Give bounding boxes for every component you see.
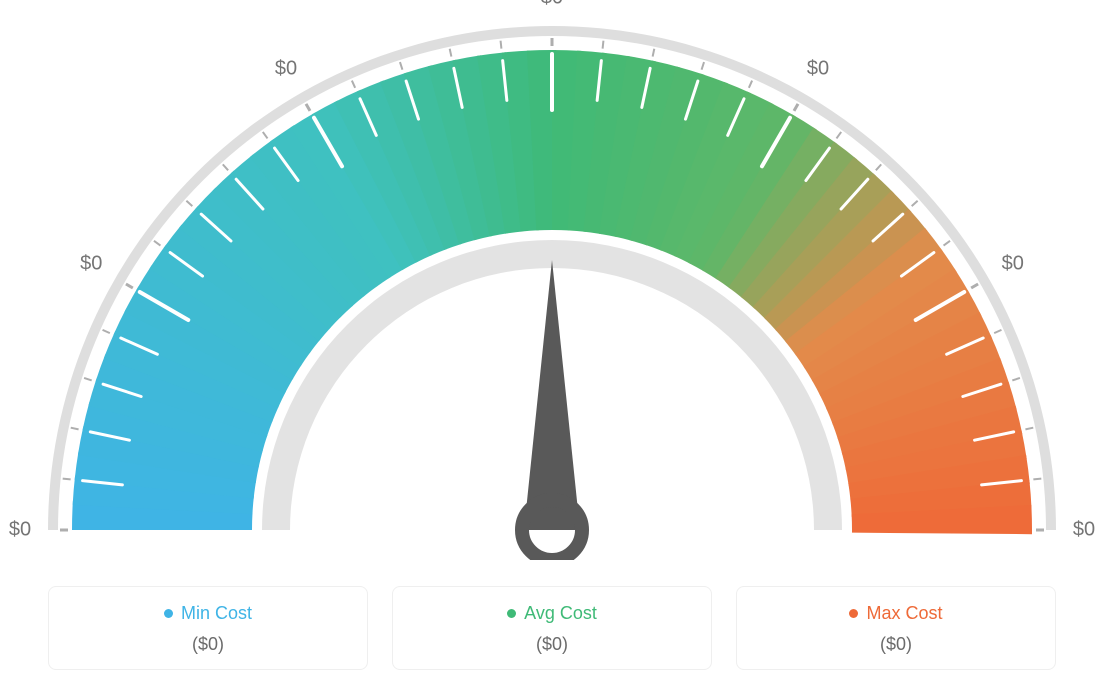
legend-dot-icon: [164, 609, 173, 618]
legend-label: Avg Cost: [524, 603, 597, 624]
gauge-tick-label: $0: [1073, 519, 1095, 542]
legend-dot-icon: [849, 609, 858, 618]
legend-title: Avg Cost: [507, 603, 597, 624]
gauge-needle: [524, 260, 580, 530]
gauge-tick-label: $0: [80, 253, 102, 276]
legend-value: ($0): [737, 634, 1055, 655]
legend-label: Max Cost: [866, 603, 942, 624]
legend-value: ($0): [393, 634, 711, 655]
gauge-container: $0 $0 $0 $0 $0 $0 $0: [12, 0, 1092, 560]
legend-row: Min Cost ($0) Avg Cost ($0) Max Cost ($0): [48, 586, 1056, 670]
legend-card: Avg Cost ($0): [392, 586, 712, 670]
gauge-tick-label: $0: [807, 58, 829, 81]
legend-label: Min Cost: [181, 603, 252, 624]
gauge-tick-label: $0: [275, 58, 297, 81]
legend-title: Min Cost: [164, 603, 252, 624]
legend-title: Max Cost: [849, 603, 942, 624]
legend-card: Min Cost ($0): [48, 586, 368, 670]
legend-dot-icon: [507, 609, 516, 618]
legend-card: Max Cost ($0): [736, 586, 1056, 670]
legend-value: ($0): [49, 634, 367, 655]
gauge-chart: [12, 0, 1092, 560]
gauge-tick-label: $0: [541, 0, 563, 10]
gauge-tick-label: $0: [1002, 253, 1024, 276]
gauge-tick-label: $0: [9, 519, 31, 542]
